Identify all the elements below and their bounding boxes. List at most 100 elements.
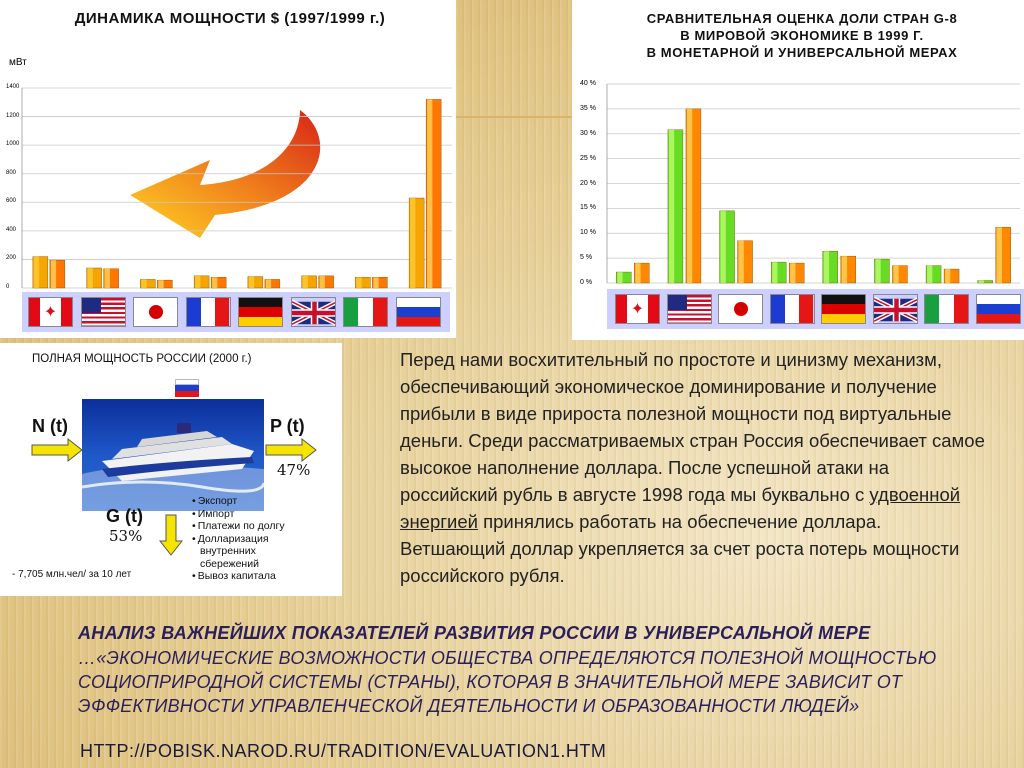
bar-highlight — [978, 280, 984, 283]
y-tick-label: 5 % — [580, 254, 593, 262]
bar-highlight — [158, 280, 164, 288]
y-tick-label: 600 — [6, 198, 17, 205]
curved-arrow-icon — [130, 110, 321, 238]
body-text-part: Перед нами восхитительный по простоте и … — [400, 349, 985, 505]
section-heading: АНАЛИЗ ВАЖНЕЙШИХ ПОКАЗАТЕЛЕЙ РАЗВИТИЯ РО… — [78, 623, 871, 643]
list-item: внутренних — [200, 545, 256, 557]
power-dynamics-chart — [21, 87, 452, 289]
bar-highlight — [875, 259, 881, 283]
bar-highlight — [668, 129, 675, 283]
bar-highlight — [635, 263, 641, 283]
body-paragraph: Перед нами восхитительный по простоте и … — [400, 346, 990, 589]
y-tick-label: 1000 — [6, 141, 20, 148]
y-tick-label: 0 — [6, 284, 10, 290]
bar-japan-2 — [157, 279, 173, 289]
source-link[interactable]: HTTP://POBISK.NAROD.RU/TRADITION/EVALUAT… — [80, 741, 607, 761]
uk-flag-icon — [872, 294, 918, 324]
bar-highlight — [319, 275, 325, 288]
title-line-2: В МИРОВОЙ ЭКОНОМИКЕ В 1999 Г. — [680, 28, 924, 43]
germany-flag-icon — [238, 297, 283, 327]
y-tick-label: 1400 — [6, 84, 20, 90]
bar-germany-1 — [247, 276, 264, 289]
bar-highlight — [141, 279, 147, 288]
input-arrow-icon — [31, 437, 83, 463]
usa-flag-icon — [666, 294, 712, 324]
bar-highlight — [790, 263, 796, 283]
bar-japan-1 — [140, 279, 156, 289]
input-label: N (t) — [32, 416, 68, 436]
bar-highlight — [33, 256, 40, 288]
flag-row-left: ✦ — [22, 292, 450, 332]
y-tick-label: 400 — [6, 226, 17, 233]
output-label: P (t) — [270, 416, 305, 436]
y-tick-label: 800 — [6, 169, 17, 176]
loss-channels-list: Экспорт Импорт Платежи по долгу Доллариз… — [192, 495, 285, 583]
flow-arrows — [31, 437, 317, 556]
loss-percent: 53% — [109, 527, 143, 545]
bar-highlight — [772, 262, 778, 283]
italy-flag-icon — [343, 297, 388, 327]
canada-flag-icon: ✦ — [615, 294, 660, 324]
bar-highlight — [945, 269, 951, 283]
list-item: Экспорт — [192, 495, 285, 508]
output-arrow-icon — [265, 437, 317, 463]
bar-highlight — [195, 275, 201, 288]
bar-highlight — [841, 256, 848, 283]
cruise-ship-image — [82, 399, 264, 511]
usa-flag-icon — [80, 297, 126, 327]
bar-highlight — [823, 251, 830, 283]
y-tick-label: 0 % — [580, 279, 593, 286]
bar-highlight — [248, 276, 255, 288]
bar-highlight — [104, 268, 110, 288]
bar-highlight — [893, 265, 899, 283]
y-tick-label: 15 % — [580, 204, 596, 212]
russia-flag-icon — [975, 294, 1021, 324]
japan-flag-icon — [133, 297, 178, 327]
chart-title: ДИНАМИКА МОЩНОСТИ $ (1997/1999 г.) — [74, 10, 386, 27]
y-tick-label: 20 % — [580, 179, 596, 187]
list-item: Вывоз капитала — [192, 570, 285, 583]
title-line-3: В МОНЕТАРНОЙ И УНИВЕРСАЛЬНОЙ МЕРАХ — [646, 45, 958, 60]
underlined-phrase: удвоенной энергией — [400, 484, 961, 532]
output-percent: 47% — [277, 461, 311, 479]
flag-row-right: ✦ — [607, 289, 1024, 329]
y-tick-label: 40 % — [580, 80, 596, 87]
bar-highlight — [410, 198, 416, 288]
bar-france-2 — [210, 277, 227, 289]
france-flag-icon — [185, 297, 231, 327]
canada-flag-icon: ✦ — [28, 297, 73, 327]
bar-highlight — [356, 277, 362, 288]
uk-flag-icon — [290, 297, 336, 327]
bar-highlight — [738, 240, 744, 283]
bar-highlight — [50, 260, 57, 288]
bar-canada-1 — [616, 271, 632, 284]
population-loss: - 7,705 млн.чел/ за 10 лет — [12, 569, 132, 580]
bar-russia-1 — [977, 280, 993, 284]
italy-flag-icon — [924, 294, 969, 324]
list-item: сбережений — [200, 557, 259, 570]
bar-italy-1 — [355, 277, 371, 289]
diagram-title: ПОЛНАЯ МОЩНОСТЬ РОССИИ (2000 г.) — [32, 353, 252, 365]
chart-title: СРАВНИТЕЛЬНАЯ ОЦЕНКА ДОЛИ СТРАН G-8 В МИ… — [592, 10, 1012, 61]
list-item: Платежи по долгу — [192, 520, 285, 533]
germany-flag-icon — [821, 294, 866, 324]
loss-arrow-icon — [158, 514, 184, 556]
bar-highlight — [617, 272, 623, 283]
bar-italy-2 — [372, 277, 388, 289]
bar-highlight — [87, 268, 93, 288]
power-dynamics-chart-panel: ДИНАМИКА МОЩНОСТИ $ (1997/1999 г.) мВт 1… — [0, 0, 456, 338]
bar-highlight — [720, 210, 726, 283]
bar-highlight — [265, 279, 272, 288]
bar-highlight — [927, 265, 933, 283]
bar-highlight — [212, 277, 218, 288]
g8-share-chart-panel: СРАВНИТЕЛЬНАЯ ОЦЕНКА ДОЛИ СТРАН G-8 В МИ… — [572, 0, 1024, 340]
y-tick-label: 35 % — [580, 104, 596, 112]
russia-flag-icon — [395, 297, 441, 327]
bar-highlight — [373, 277, 379, 288]
bar-highlight — [302, 275, 308, 288]
y-tick-label: 25 % — [580, 154, 596, 162]
bar-highlight — [686, 108, 693, 283]
list-item: Импорт — [192, 508, 285, 521]
list-item: Долларизация — [192, 533, 285, 546]
body-text-part: принялись работать на обеспечение доллар… — [400, 511, 960, 586]
